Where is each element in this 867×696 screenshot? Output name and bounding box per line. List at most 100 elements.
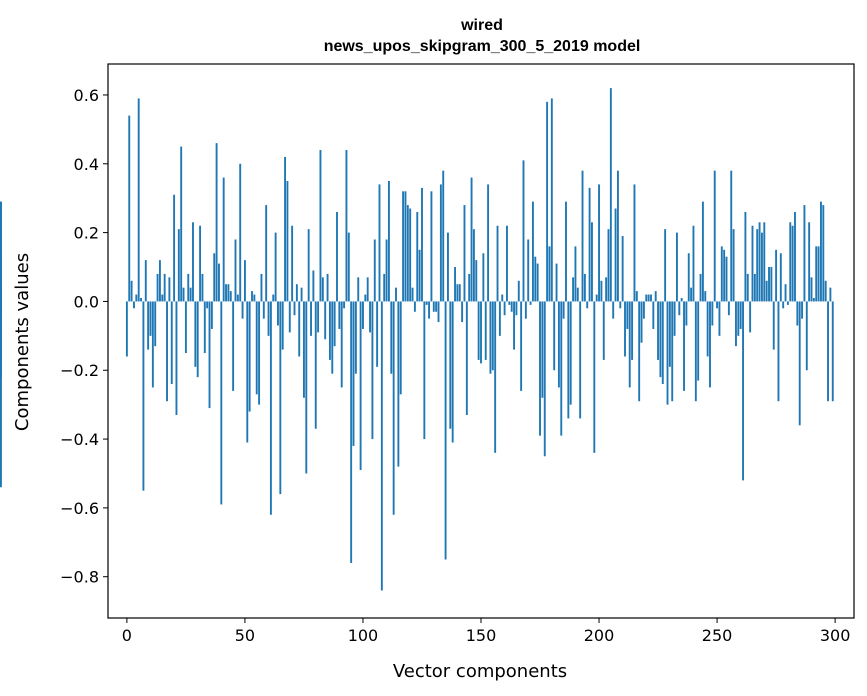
bar xyxy=(657,301,659,360)
bar xyxy=(524,301,527,319)
bar xyxy=(156,273,159,302)
bar xyxy=(779,253,782,302)
bar xyxy=(161,294,164,302)
bar xyxy=(484,301,487,360)
bar xyxy=(685,301,688,326)
bar xyxy=(735,301,737,347)
bar xyxy=(225,284,227,302)
bar xyxy=(645,294,648,302)
bar xyxy=(664,229,667,302)
bar xyxy=(775,249,778,302)
bar xyxy=(520,301,523,391)
bar xyxy=(331,301,334,374)
bar xyxy=(366,277,369,302)
bar xyxy=(472,229,475,302)
bar xyxy=(489,301,492,374)
bar xyxy=(720,246,723,302)
bar xyxy=(569,301,572,405)
bar xyxy=(435,301,438,312)
bar xyxy=(461,301,464,323)
bar xyxy=(815,246,818,302)
bar xyxy=(607,229,610,302)
bar xyxy=(517,280,520,302)
bar xyxy=(498,301,501,336)
bar xyxy=(671,301,674,402)
bar xyxy=(553,301,556,371)
bar xyxy=(125,301,128,357)
bar xyxy=(390,301,393,374)
bar xyxy=(180,146,183,302)
bar xyxy=(258,301,261,405)
bar xyxy=(447,232,449,302)
bar xyxy=(170,301,173,385)
bar xyxy=(0,301,2,360)
bar xyxy=(642,301,645,319)
bar xyxy=(600,280,603,302)
bar xyxy=(711,301,714,326)
y-tick-label: −0.6 xyxy=(60,499,99,518)
bar xyxy=(303,301,305,398)
bar xyxy=(206,301,209,309)
bar xyxy=(562,301,565,319)
bar xyxy=(742,301,744,481)
y-tick-label: 0.4 xyxy=(74,155,99,174)
bar xyxy=(232,301,235,391)
bar xyxy=(482,253,485,302)
bar xyxy=(255,301,258,395)
bar xyxy=(187,273,190,302)
bar xyxy=(373,239,376,302)
bar xyxy=(619,301,622,309)
chart-subtitle: news_upos_skipgram_300_5_2019 model xyxy=(324,38,641,55)
bar xyxy=(137,98,140,302)
bar xyxy=(0,301,2,488)
bar xyxy=(709,301,711,388)
bar xyxy=(605,277,608,302)
bar xyxy=(614,208,617,302)
bar xyxy=(395,287,397,302)
bar xyxy=(550,98,553,302)
bar xyxy=(536,263,539,302)
bar xyxy=(312,270,315,302)
bar xyxy=(574,246,577,302)
y-tick-label: 0.6 xyxy=(74,86,99,105)
bar xyxy=(633,184,636,302)
bar xyxy=(182,287,185,302)
bar xyxy=(595,294,598,302)
bar xyxy=(194,301,197,367)
bar xyxy=(236,294,239,302)
bar xyxy=(350,301,353,563)
bar xyxy=(713,170,716,302)
bar xyxy=(432,301,435,312)
bar xyxy=(291,225,294,302)
bar xyxy=(300,287,303,302)
bar xyxy=(491,301,494,371)
bar xyxy=(364,294,367,302)
bar xyxy=(251,291,253,302)
bar xyxy=(678,301,681,316)
bar xyxy=(822,205,825,302)
bar xyxy=(567,301,570,419)
bar xyxy=(347,232,350,302)
bar xyxy=(753,273,756,302)
bar xyxy=(326,273,329,302)
bar xyxy=(820,201,822,302)
bar xyxy=(402,191,405,302)
bar xyxy=(515,301,518,316)
bar xyxy=(581,170,584,302)
bar xyxy=(763,222,766,302)
bar xyxy=(210,301,213,329)
bar xyxy=(142,301,145,491)
bar xyxy=(480,301,482,364)
bar xyxy=(243,260,246,302)
bar xyxy=(647,294,650,302)
bar xyxy=(151,301,154,388)
bar xyxy=(723,249,726,302)
bar xyxy=(265,205,268,302)
bar xyxy=(234,239,237,302)
bar xyxy=(385,239,388,302)
bar xyxy=(324,301,327,340)
bar xyxy=(288,301,291,333)
bar xyxy=(449,301,452,429)
bar xyxy=(789,222,792,302)
